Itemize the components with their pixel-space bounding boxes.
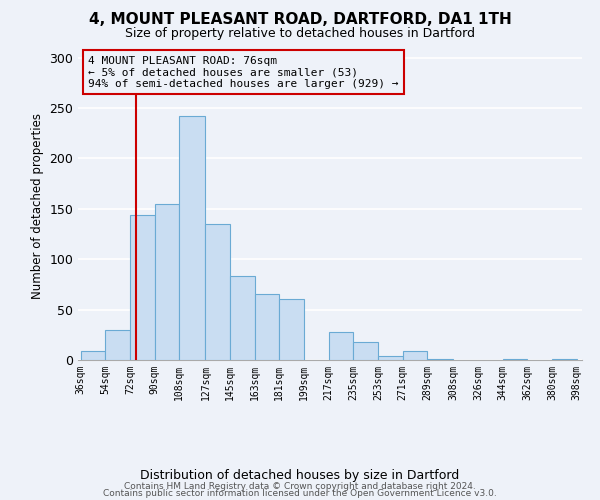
Bar: [230, 276, 254, 360]
Bar: [280, 298, 304, 360]
Text: 4, MOUNT PLEASANT ROAD, DARTFORD, DA1 1TH: 4, MOUNT PLEASANT ROAD, DARTFORD, DA1 1T…: [89, 12, 511, 28]
Text: Size of property relative to detached houses in Dartford: Size of property relative to detached ho…: [125, 28, 475, 40]
Bar: [503, 359, 527, 360]
Bar: [179, 116, 205, 360]
Text: Contains public sector information licensed under the Open Government Licence v3: Contains public sector information licen…: [103, 489, 497, 498]
Bar: [329, 332, 353, 360]
Text: 4 MOUNT PLEASANT ROAD: 76sqm
← 5% of detached houses are smaller (53)
94% of sem: 4 MOUNT PLEASANT ROAD: 76sqm ← 5% of det…: [88, 56, 398, 89]
Bar: [254, 294, 280, 360]
Bar: [552, 359, 577, 360]
Bar: [81, 351, 106, 360]
Bar: [205, 224, 230, 360]
Bar: [427, 359, 453, 360]
Bar: [353, 342, 378, 360]
Text: Contains HM Land Registry data © Crown copyright and database right 2024.: Contains HM Land Registry data © Crown c…: [124, 482, 476, 491]
Bar: [130, 215, 155, 360]
Bar: [155, 204, 179, 360]
Bar: [378, 356, 403, 360]
Text: Distribution of detached houses by size in Dartford: Distribution of detached houses by size …: [140, 470, 460, 482]
Bar: [403, 351, 427, 360]
Y-axis label: Number of detached properties: Number of detached properties: [31, 114, 44, 299]
Bar: [106, 330, 130, 360]
